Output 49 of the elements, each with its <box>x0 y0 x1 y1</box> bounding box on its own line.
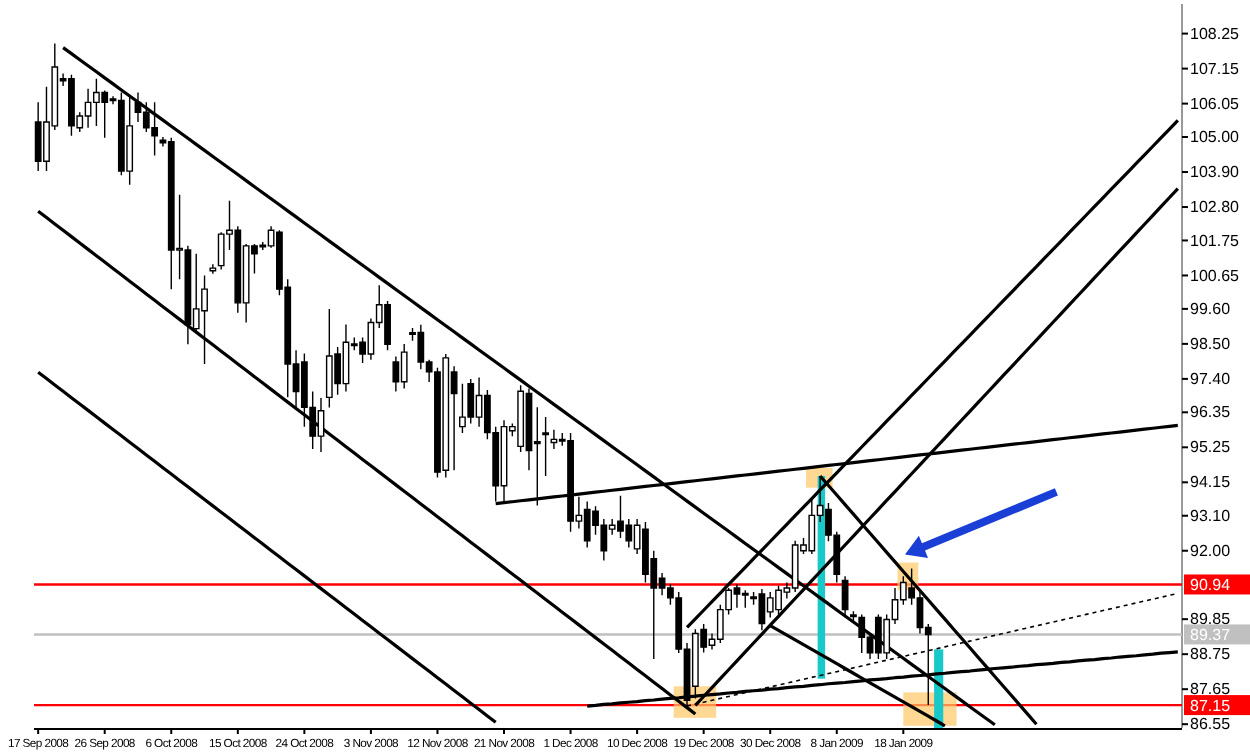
ref-line-label: 87.15 <box>1190 696 1232 715</box>
candlestick <box>550 429 558 450</box>
y-tick-label: 92.00 <box>1190 541 1232 560</box>
candlestick <box>126 95 134 186</box>
y-tick-label: 98.50 <box>1190 335 1232 353</box>
y-tick-label: 108.25 <box>1190 24 1241 43</box>
candlestick <box>741 589 749 609</box>
candlestick <box>151 101 159 157</box>
candlestick <box>167 136 175 290</box>
y-tick-label: 86.55 <box>1190 715 1232 734</box>
candlestick <box>733 583 741 609</box>
candlestick <box>209 263 217 275</box>
y-tick-label: 87.65 <box>1190 680 1232 699</box>
y-tick-label: 89.85 <box>1190 610 1232 629</box>
candlestick <box>400 343 408 390</box>
candlestick <box>342 323 350 393</box>
candlestick <box>459 382 466 434</box>
y-tick-label: 99.60 <box>1190 300 1232 318</box>
candlestick <box>850 610 857 622</box>
y-tick-label: 103.90 <box>1190 163 1241 182</box>
y-tick-label: 96.35 <box>1190 403 1232 422</box>
candlestick <box>841 575 849 619</box>
y-tick-label: 93.10 <box>1190 506 1232 525</box>
line-series <box>36 370 498 724</box>
candlestick <box>467 378 475 425</box>
y-tick-label: 102.80 <box>1190 198 1241 217</box>
y-tick-label: 88.75 <box>1190 645 1232 664</box>
y-tick-label: 94.15 <box>1190 473 1232 492</box>
candlestick <box>68 73 75 137</box>
ref-line-label: 89.37 <box>1190 626 1232 645</box>
candlestick <box>317 397 325 453</box>
y-tick-label: 100.65 <box>1190 266 1241 285</box>
y-tick-label: 105.00 <box>1190 128 1241 147</box>
candlestick <box>775 585 782 616</box>
ref-line-label: 90.94 <box>1190 576 1232 595</box>
y-tick-label: 107.15 <box>1190 59 1241 78</box>
candlestick <box>758 588 766 631</box>
candlestick <box>858 613 866 654</box>
y-tick-label: 97.40 <box>1190 370 1232 389</box>
candlestick <box>874 613 882 660</box>
candlestick <box>583 500 591 549</box>
candlestick <box>84 87 92 129</box>
y-tick-label: 101.75 <box>1190 231 1241 250</box>
candlestick <box>542 416 550 477</box>
candlestick <box>791 540 799 593</box>
candlestick <box>442 353 450 479</box>
y-tick-label: 95.25 <box>1190 438 1232 457</box>
y-tick-label: 106.05 <box>1190 94 1241 113</box>
candlestick <box>325 308 333 409</box>
